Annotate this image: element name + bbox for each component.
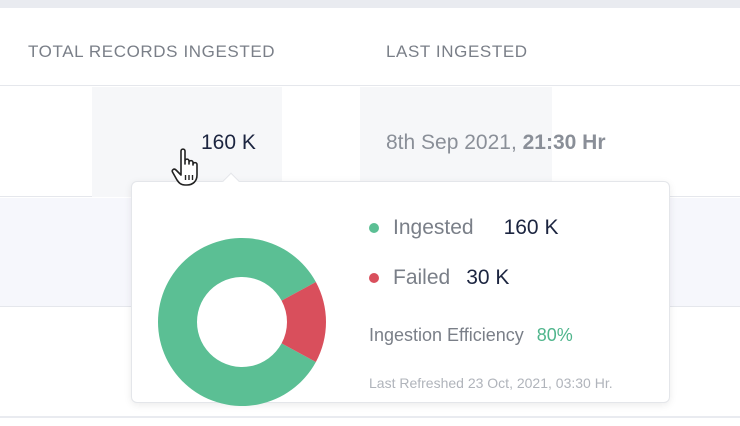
legend-failed: Failed 30 K <box>369 266 509 290</box>
last-ingested-value: 8th Sep 2021, 21:30 Hr <box>386 131 606 155</box>
efficiency-value: 80% <box>536 325 573 345</box>
last-refreshed-text: Last Refreshed 23 Oct, 2021, 03:30 Hr. <box>369 375 613 391</box>
hand-pointer-icon <box>171 148 198 186</box>
table-header-row: TOTAL RECORDS INGESTED LAST INGESTED <box>0 8 740 86</box>
column-header-last-ingested[interactable]: LAST INGESTED <box>386 42 528 61</box>
ingested-dot-icon <box>369 223 379 233</box>
last-ingested-cell-highlight <box>360 87 552 197</box>
column-header-total-records[interactable]: TOTAL RECORDS INGESTED <box>28 42 276 61</box>
ingestion-donut-chart <box>158 238 326 406</box>
failed-dot-icon <box>369 273 379 283</box>
total-records-value[interactable]: 160 K <box>201 131 256 154</box>
ingestion-efficiency: Ingestion Efficiency 80% <box>369 325 573 346</box>
ingestion-tooltip: Ingested 160 K Failed 30 K Ingestion Eff… <box>131 172 670 406</box>
donut-slice-ingested <box>158 238 316 406</box>
last-ingested-date: 8th Sep 2021, <box>386 131 517 154</box>
last-ingested-time: 21:30 Hr <box>522 131 606 154</box>
ingested-label: Ingested <box>393 216 474 239</box>
efficiency-label: Ingestion Efficiency <box>369 325 524 345</box>
top-divider <box>0 0 740 8</box>
failed-value: 30 K <box>466 266 510 289</box>
ingested-value: 160 K <box>503 216 559 239</box>
failed-label: Failed <box>393 266 451 289</box>
donut-slice-failed <box>281 282 326 362</box>
legend-ingested: Ingested 160 K <box>369 216 558 240</box>
